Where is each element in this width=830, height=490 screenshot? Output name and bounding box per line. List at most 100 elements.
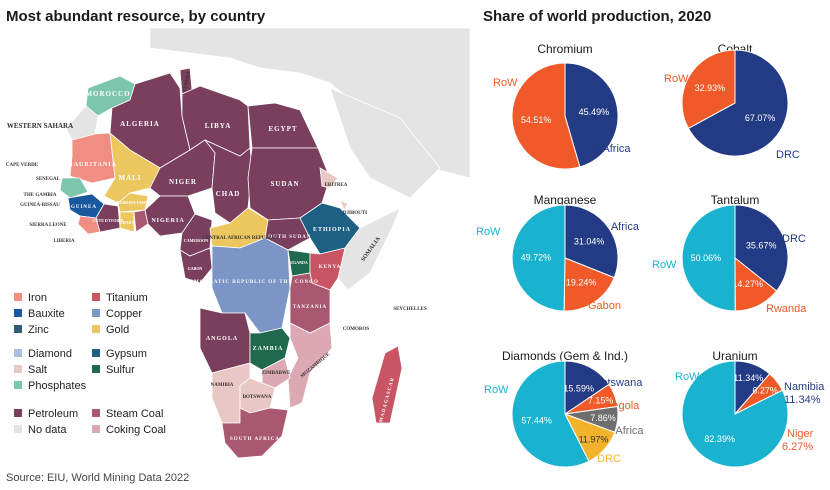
pie-outside-pct: 6.27% — [782, 441, 813, 453]
legend-label: Titanium — [106, 292, 148, 304]
map-background-land — [149, 28, 470, 179]
legend-item-gypsum: Gypsum — [92, 348, 147, 360]
map-label-gambia: THE GAMBIA — [24, 193, 57, 198]
pie-slice-label: Namibia — [784, 381, 825, 393]
legend-item-phosphates: Phosphates — [14, 380, 86, 392]
country-western-sahara — [65, 105, 99, 141]
map-label-cameroon: CAMEROON — [184, 238, 208, 243]
pie-slice-chromium-safrica — [564, 62, 619, 168]
pie-slice-tantalum-row — [681, 204, 736, 312]
pie-pct-label: 50.06% — [691, 253, 722, 263]
pie-pct-label: 7.86% — [590, 413, 616, 423]
legend-swatch — [92, 349, 100, 357]
legend-item-sulfur: Sulfur — [92, 364, 135, 376]
map-title: Most abundant resource, by country — [6, 8, 266, 25]
map-label-ethiopia: ETHIOPIA — [313, 227, 351, 233]
country-eritrea — [319, 167, 339, 189]
map-label-namibia: NAMIBIA — [211, 383, 234, 388]
pie-pct-label: 11.97% — [579, 434, 609, 444]
legend-label: Sulfur — [106, 364, 135, 376]
pie-slice-label: RoW — [493, 77, 518, 89]
country-south-sudan — [264, 217, 311, 251]
pie-pct-label: 7.15% — [588, 395, 614, 405]
pie-slice-label: S.Africa — [605, 425, 644, 437]
pie-slice-label: DRC — [776, 149, 800, 161]
pie-pct-label: 35.67% — [746, 240, 777, 250]
map-label-tanzania: TANZANIA — [293, 305, 327, 310]
pie-slice-diamonds-botswana — [564, 360, 610, 415]
map-label-djibouti: DJIBOUTI — [343, 211, 367, 216]
pie-slice-label: RoW — [675, 371, 700, 383]
map-label-sudan: SUDAN — [270, 180, 299, 188]
legend-label: Steam Coal — [106, 408, 164, 420]
legend-swatch — [14, 293, 22, 301]
pie-slice-label: Gabon — [588, 300, 621, 312]
map-label-angola: ANGOLA — [206, 336, 238, 342]
pie-pct-label: 15.59% — [563, 383, 594, 393]
legend-swatch — [14, 409, 22, 417]
pie-slice-manganese-gabon — [563, 257, 615, 312]
map-label-zimbabwe: ZIMBABWE — [262, 371, 291, 376]
legend-swatch — [14, 425, 22, 433]
map-label-morocco: MOROCCO — [85, 90, 130, 98]
pie-slice-tantalum-drc — [734, 204, 789, 292]
country-somalia — [337, 207, 401, 291]
country-cote-divoire — [95, 203, 121, 233]
pie-slice-label: S.Africa — [592, 143, 631, 155]
legend-swatch — [14, 381, 22, 389]
pie-pct-label: 49.72% — [521, 253, 552, 263]
pie-slice-label: RoW — [484, 384, 509, 396]
pie-title-4: Diamonds (Gem & Ind.) — [502, 349, 628, 363]
legend-swatch — [14, 349, 22, 357]
legend-item-coking-coal: Coking Coal — [92, 424, 166, 436]
country-madagascar — [371, 345, 403, 424]
pie-slice-label: DRC — [597, 453, 621, 465]
map-label-botswana: BOTSWANA — [243, 395, 272, 400]
legend-label: Bauxite — [28, 308, 65, 320]
legend-item-iron: Iron — [14, 292, 47, 304]
map-label-kenya: KENYA — [319, 265, 342, 270]
legend-item-gold: Gold — [92, 324, 129, 336]
legend-label: Gypsum — [106, 348, 147, 360]
map-label-sierra-leone: SIERRA LEONE — [29, 223, 67, 228]
legend-swatch — [14, 365, 22, 373]
pie-slice-label: Niger — [787, 428, 814, 440]
pie-slice-label: RoW — [664, 73, 689, 85]
map-label-comoros: COMOROS — [343, 327, 370, 332]
map-arabia-land — [329, 87, 441, 199]
pie-title-0: Chromium — [537, 42, 592, 56]
legend-item-zinc: Zinc — [14, 324, 49, 336]
pie-slice-label: RoW — [652, 259, 677, 271]
map-label-cote-divoire: CÔTE D'IVOIRE — [93, 218, 124, 223]
map-label-mali: MALI — [118, 174, 141, 182]
pie-slice-label: Rwanda — [766, 303, 807, 315]
legend-swatch — [92, 309, 100, 317]
legend-item-diamond: Diamond — [14, 348, 72, 360]
map-label-guinea-bissau: GUINEA-BISSAU — [20, 203, 60, 208]
legend-swatch — [92, 325, 100, 333]
legend-item-steam-coal: Steam Coal — [92, 408, 163, 420]
pie-pct-label: 19.24% — [566, 277, 597, 287]
map-label-eritrea: ERITREA — [325, 183, 348, 188]
legend-swatch — [92, 365, 100, 373]
legend-item-salt: Salt — [14, 364, 47, 376]
source-note: Source: EIU, World Mining Data 2022 — [6, 472, 190, 484]
pie-pct-label: 82.39% — [704, 434, 735, 444]
map-label-egypt: EGYPT — [268, 125, 297, 133]
map-label-chad: CHAD — [216, 190, 241, 198]
legend-item-no-data: No data — [14, 424, 67, 436]
pie-slice-manganese-safrica — [564, 204, 619, 279]
country-djibouti — [339, 199, 349, 211]
legend-swatch — [92, 425, 100, 433]
legend-label: Phosphates — [28, 380, 87, 392]
legend-swatch — [92, 293, 100, 301]
legend-item-copper: Copper — [92, 308, 142, 320]
pie-title-2: Manganese — [534, 193, 597, 207]
pie-pct-label: 32.93% — [695, 83, 726, 93]
legend-label: Iron — [28, 292, 47, 304]
pie-outside-pct: 11.34% — [784, 394, 821, 406]
legend-item-bauxite: Bauxite — [14, 308, 65, 320]
map-label-niger: NIGER — [169, 178, 197, 186]
pie-slice-diamonds-row — [511, 360, 590, 468]
